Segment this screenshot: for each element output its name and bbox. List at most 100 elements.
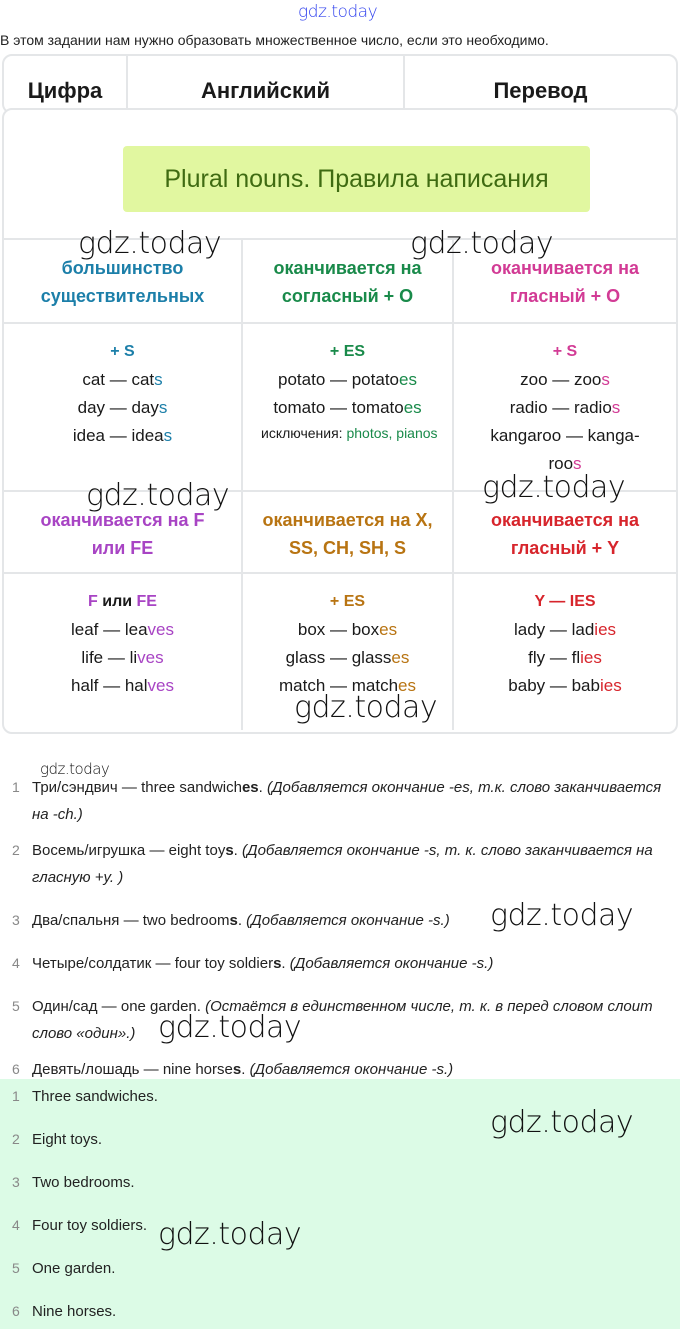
task-intro: В этом задании нам нужно образовать множ… bbox=[0, 32, 549, 48]
example-base: kangaroo — kanga-roo bbox=[490, 426, 640, 473]
explanation-item: 6 Девять/лошадь — nine horses. (Добавляет… bbox=[0, 1056, 680, 1083]
item-main: Один/сад — one garden. bbox=[32, 998, 201, 1015]
example-suffix: es bbox=[379, 620, 398, 639]
example-suffix: ies bbox=[594, 620, 617, 639]
rules-card: Plural nouns. Правила написания большинс… bbox=[2, 108, 678, 734]
rule-text: Y — IES bbox=[534, 593, 596, 610]
example-suffix: es bbox=[391, 648, 410, 667]
item-explanation: (Добавляется окончание -es, т.к. слово з… bbox=[32, 779, 662, 823]
example-base: baby — bab bbox=[508, 676, 600, 695]
watermark: gdz.today bbox=[86, 478, 230, 513]
rule-header-cell: большинство существительных bbox=[4, 238, 243, 322]
example-base: leaf — lea bbox=[70, 620, 148, 639]
header-english: Английский bbox=[128, 56, 405, 112]
example-base: cat — cat bbox=[82, 370, 155, 389]
example-line: tomato — tomatoes bbox=[243, 394, 452, 422]
answer-item: 2 Eight toys. bbox=[12, 1131, 103, 1148]
rule-examples-cell: + ES box — boxes glass — glasses match — ma… bbox=[243, 572, 454, 730]
rule-examples-cell: + ES potato — potatoes tomato — tomatoes ис… bbox=[243, 322, 454, 490]
item-explanation: (Добавляется окончание -s, т. к. слово з… bbox=[32, 842, 653, 886]
example-suffix: s bbox=[154, 370, 163, 389]
item-main: Четыре/солдатик — four toy soldier bbox=[32, 955, 274, 972]
rule-examples-cell: Y — IES lady — ladies fly — flies baby — ba… bbox=[454, 572, 676, 730]
rule-header-text: оканчивается на гласный + O bbox=[491, 258, 639, 306]
rule-label: + ES bbox=[243, 588, 452, 616]
example-base: potato — potato bbox=[278, 370, 399, 389]
rule-header-text: большинство существительных bbox=[40, 258, 205, 306]
rule-text: + ES bbox=[329, 593, 366, 610]
answer-number: 1 bbox=[12, 1088, 20, 1104]
example-suffix: ves bbox=[147, 676, 174, 695]
rule-header-text: оканчивается на согласный + O bbox=[273, 258, 422, 306]
example-suffix: ies bbox=[599, 676, 622, 695]
example-suffix: s bbox=[573, 454, 582, 473]
rules-title: Plural nouns. Правила написания bbox=[123, 146, 590, 212]
rules-grid: большинство существительных оканчивается … bbox=[4, 238, 676, 730]
header-digit: Цифра bbox=[4, 56, 128, 112]
answer-item: 1 Three sandwiches. bbox=[12, 1088, 158, 1105]
example-base: glass — glass bbox=[285, 648, 392, 667]
item-number: 5 bbox=[12, 998, 20, 1014]
example-base: half — hal bbox=[70, 676, 148, 695]
example-line: fly — flies bbox=[454, 644, 676, 672]
watermark: gdz.today bbox=[490, 1105, 634, 1140]
item-suffix: s bbox=[225, 842, 234, 859]
item-main: Девять/лошадь — nine horse bbox=[32, 1061, 233, 1078]
answer-text: Nine horses. bbox=[32, 1303, 117, 1320]
item-suffix: es bbox=[241, 779, 259, 796]
example-suffix: ves bbox=[147, 620, 174, 639]
item-suffix: s bbox=[232, 1061, 242, 1078]
exceptions-label: исключения: bbox=[261, 425, 347, 441]
answers-block: 1 Three sandwiches. 2 Eight toys. 3 Two bedro… bbox=[0, 1079, 680, 1329]
rule-text: + ES bbox=[329, 343, 366, 360]
example-base: zoo — zoo bbox=[520, 370, 602, 389]
example-suffix: s bbox=[158, 398, 168, 417]
example-line: half — halves bbox=[4, 672, 241, 700]
item-number: 3 bbox=[12, 912, 20, 928]
answer-text: Four toy soldiers. bbox=[32, 1217, 148, 1234]
watermark: gdz.today bbox=[78, 226, 222, 261]
exceptions-value: photos, pianos bbox=[346, 425, 438, 441]
example-base: box — box bbox=[297, 620, 380, 639]
example-suffix: es bbox=[398, 676, 416, 695]
watermark: gdz.today bbox=[294, 690, 438, 725]
answer-item: 6 Nine horses. bbox=[12, 1303, 117, 1320]
item-main: Три/сэндвич — three sandwich bbox=[32, 779, 242, 796]
answer-item: 3 Two bedrooms. bbox=[12, 1174, 135, 1191]
rule-header-cell: оканчивается на F или FE bbox=[4, 490, 243, 572]
example-line: day — days bbox=[4, 394, 241, 422]
watermark: gdz.today bbox=[40, 760, 110, 778]
example-base: idea — idea bbox=[72, 426, 164, 445]
example-line: glass — glasses bbox=[243, 644, 452, 672]
rule-header-cell: оканчивается на гласный + Y bbox=[454, 490, 676, 572]
example-line: box — boxes bbox=[243, 616, 452, 644]
answer-text: Two bedrooms. bbox=[32, 1174, 135, 1191]
watermark: gdz.today bbox=[482, 470, 626, 505]
example-line: life — lives bbox=[4, 644, 241, 672]
example-base: tomato — tomato bbox=[273, 398, 404, 417]
rule-text: F bbox=[88, 593, 98, 610]
example-line: match — matches bbox=[243, 672, 452, 700]
example-suffix: s bbox=[611, 398, 621, 417]
example-line: kangaroo — kanga-roos bbox=[475, 422, 655, 478]
example-suffix: s bbox=[601, 370, 610, 389]
rule-label: + S bbox=[4, 338, 241, 366]
watermark: gdz.today bbox=[158, 1217, 302, 1252]
item-number: 6 bbox=[12, 1061, 20, 1077]
item-suffix: s bbox=[229, 912, 238, 929]
watermark: gdz.today bbox=[490, 898, 634, 933]
watermark: gdz.today bbox=[158, 1010, 302, 1045]
rule-label: Y — IES bbox=[454, 588, 676, 616]
answer-number: 3 bbox=[12, 1174, 20, 1190]
item-explanation: (Добавляется окончание -s.) bbox=[249, 1061, 454, 1078]
item-explanation: (Остаётся в единственном числе, т. к. в … bbox=[32, 998, 653, 1042]
example-line: leaf — leaves bbox=[4, 616, 241, 644]
explanations-list: 1 Три/сэндвич — three sandwiches. (Добавл… bbox=[0, 774, 680, 1083]
example-suffix: es bbox=[403, 398, 422, 417]
rule-header-text: оканчивается на F или FE bbox=[40, 510, 205, 558]
answer-text: Eight toys. bbox=[32, 1131, 103, 1148]
answer-number: 4 bbox=[12, 1217, 20, 1233]
answer-text: One garden. bbox=[32, 1260, 116, 1277]
example-suffix: ies bbox=[580, 648, 602, 667]
explanation-item: 4 Четыре/солдатик — four toy soldiers. (Д… bbox=[0, 950, 680, 977]
